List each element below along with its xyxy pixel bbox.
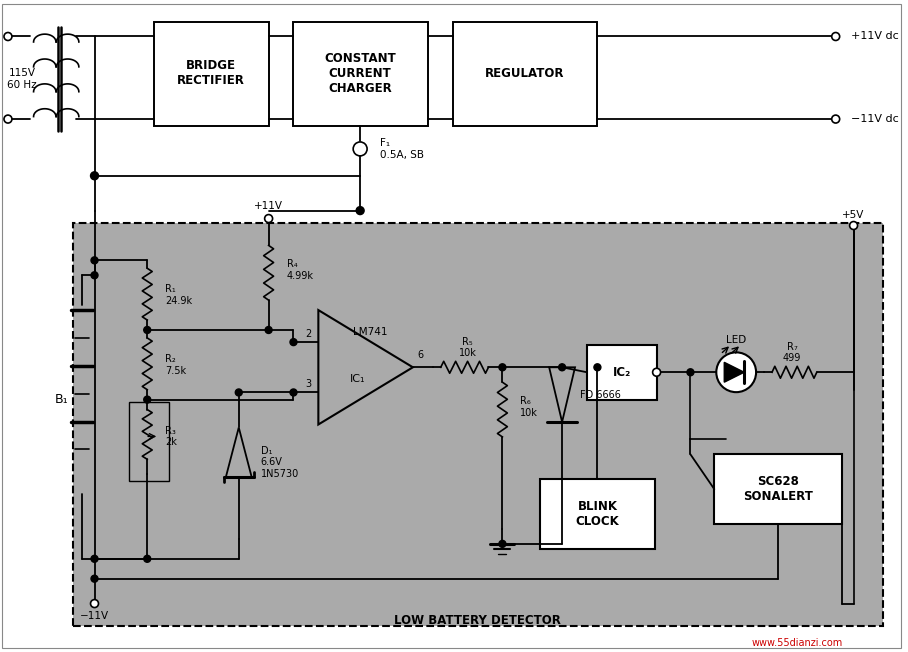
Text: R₄
4.99k: R₄ 4.99k [287, 259, 313, 281]
Text: 2: 2 [305, 329, 311, 339]
Text: LED: LED [726, 335, 746, 346]
Text: +5V: +5V [843, 209, 864, 220]
Text: R₅
10k: R₅ 10k [459, 336, 477, 358]
Bar [129, 402, 169, 481]
Bar [587, 345, 656, 400]
Text: SC628
SONALERT: SC628 SONALERT [743, 475, 813, 503]
Polygon shape [725, 363, 745, 382]
Circle shape [91, 272, 98, 279]
Text: F₁
0.5A, SB: F₁ 0.5A, SB [380, 138, 424, 160]
Circle shape [498, 541, 506, 548]
Circle shape [594, 364, 601, 371]
Circle shape [716, 352, 756, 392]
Text: R₆
10k: R₆ 10k [520, 396, 538, 418]
Circle shape [290, 338, 297, 346]
Bar [293, 22, 428, 126]
Circle shape [235, 389, 242, 396]
Text: R₁
24.9k: R₁ 24.9k [165, 284, 192, 306]
Circle shape [832, 115, 840, 123]
Circle shape [290, 389, 297, 396]
Circle shape [687, 369, 694, 376]
Circle shape [558, 364, 566, 371]
Bar [540, 479, 655, 549]
Text: www.55dianzi.com: www.55dianzi.com [751, 638, 843, 648]
Circle shape [91, 171, 98, 180]
Text: IC₁: IC₁ [350, 374, 365, 384]
Circle shape [653, 368, 661, 376]
Circle shape [4, 33, 12, 40]
Text: −11V: −11V [80, 610, 109, 621]
Text: R₃
2k: R₃ 2k [165, 426, 177, 447]
Bar [715, 454, 842, 524]
Text: +11V: +11V [254, 201, 283, 211]
Circle shape [91, 600, 98, 608]
Circle shape [353, 142, 367, 156]
Text: 115V
60 Hz: 115V 60 Hz [7, 68, 36, 90]
Circle shape [143, 556, 151, 562]
Text: +11V dc: +11V dc [851, 31, 898, 42]
Circle shape [265, 327, 272, 333]
Circle shape [850, 222, 857, 230]
Circle shape [91, 575, 98, 582]
Text: CONSTANT
CURRENT
CHARGER: CONSTANT CURRENT CHARGER [324, 52, 396, 95]
Text: REGULATOR: REGULATOR [485, 67, 564, 80]
Circle shape [832, 33, 840, 40]
Text: −11V dc: −11V dc [851, 114, 898, 124]
Circle shape [91, 257, 98, 264]
Text: 3: 3 [305, 379, 311, 389]
Text: FD 6666: FD 6666 [580, 390, 621, 400]
Bar [154, 22, 269, 126]
Text: R₇
499: R₇ 499 [783, 342, 801, 363]
Circle shape [4, 115, 12, 123]
Bar [73, 222, 883, 627]
Text: BRIDGE
RECTIFIER: BRIDGE RECTIFIER [177, 59, 245, 87]
Text: LM741: LM741 [353, 327, 388, 337]
Text: 6: 6 [418, 350, 424, 361]
Text: LOW BATTERY DETECTOR: LOW BATTERY DETECTOR [394, 614, 561, 627]
Circle shape [91, 556, 98, 562]
Circle shape [143, 396, 151, 403]
Text: B₁: B₁ [54, 393, 68, 406]
Bar [453, 22, 597, 126]
Text: BLINK
CLOCK: BLINK CLOCK [576, 500, 619, 528]
Circle shape [498, 364, 506, 371]
Circle shape [264, 215, 272, 222]
Circle shape [356, 207, 364, 215]
Text: R₂
7.5k: R₂ 7.5k [165, 354, 186, 376]
Circle shape [143, 327, 151, 333]
Text: IC₂: IC₂ [613, 366, 631, 379]
Text: D₁
6.6V
1N5730: D₁ 6.6V 1N5730 [261, 446, 299, 479]
